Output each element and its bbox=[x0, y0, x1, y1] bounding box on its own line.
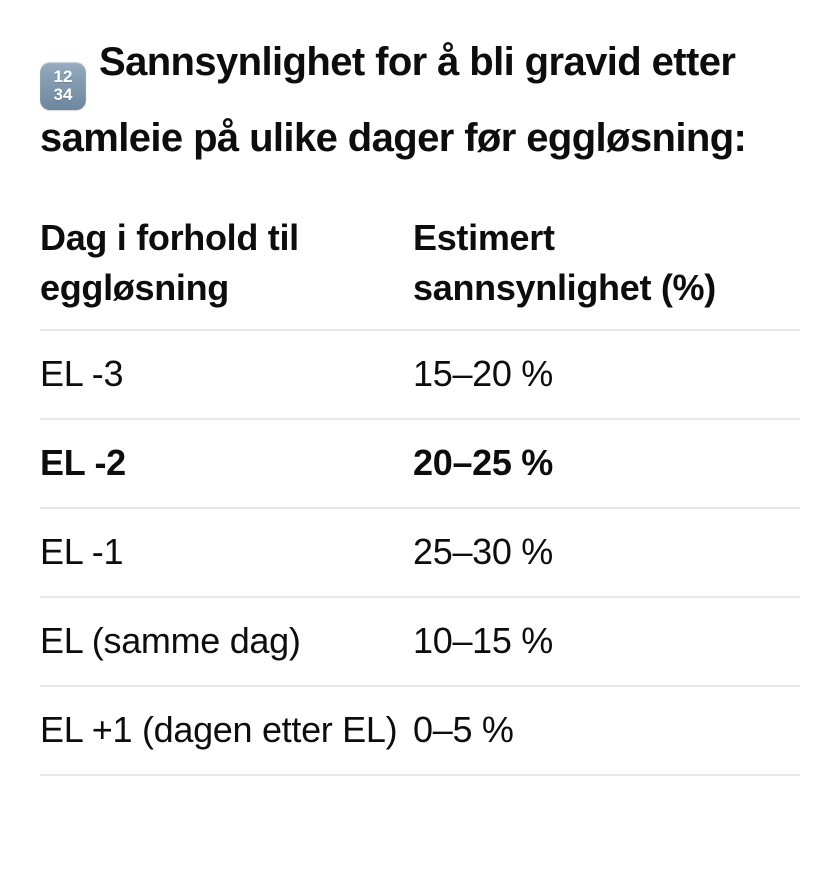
day-cell: EL +1 (dagen etter EL) bbox=[40, 686, 413, 776]
input-numbers-icon: 12 34 bbox=[40, 62, 86, 110]
table-row: EL +1 (dagen etter EL) 0–5 % bbox=[40, 686, 800, 776]
day-cell: EL -2 bbox=[40, 419, 413, 509]
table-row: EL -1 25–30 % bbox=[40, 508, 800, 598]
input-numbers-icon-top-digits: 12 bbox=[53, 67, 73, 86]
input-numbers-icon-bottom-digits: 34 bbox=[53, 85, 73, 104]
day-cell: EL -1 bbox=[40, 508, 413, 598]
probability-cell: 25–30 % bbox=[413, 508, 800, 598]
page-title-text: Sannsynlighet for å bli gravid etter sam… bbox=[40, 40, 747, 160]
day-cell: EL -3 bbox=[40, 330, 413, 420]
probability-table: Dag i forhold til eggløsning Estimert sa… bbox=[40, 213, 800, 776]
probability-table-body: EL -3 15–20 % EL -2 20–25 % EL -1 25–30 … bbox=[40, 330, 800, 776]
column-header-day: Dag i forhold til eggløsning bbox=[40, 213, 413, 331]
probability-cell: 10–15 % bbox=[413, 597, 800, 687]
page-title: 12 34 Sannsynlighet for å bli gravid ett… bbox=[40, 34, 800, 167]
table-row: EL (samme dag) 10–15 % bbox=[40, 597, 800, 687]
column-header-probability: Estimert sannsynlighet (%) bbox=[413, 213, 800, 331]
probability-table-header: Dag i forhold til eggløsning Estimert sa… bbox=[40, 213, 800, 331]
header-row: Dag i forhold til eggløsning Estimert sa… bbox=[40, 213, 800, 331]
probability-cell: 0–5 % bbox=[413, 686, 800, 776]
content-area: 12 34 Sannsynlighet for å bli gravid ett… bbox=[40, 34, 800, 776]
day-cell: EL (samme dag) bbox=[40, 597, 413, 687]
probability-cell: 15–20 % bbox=[413, 330, 800, 420]
probability-cell: 20–25 % bbox=[413, 419, 800, 509]
table-row: EL -2 20–25 % bbox=[40, 419, 800, 509]
table-row: EL -3 15–20 % bbox=[40, 330, 800, 420]
